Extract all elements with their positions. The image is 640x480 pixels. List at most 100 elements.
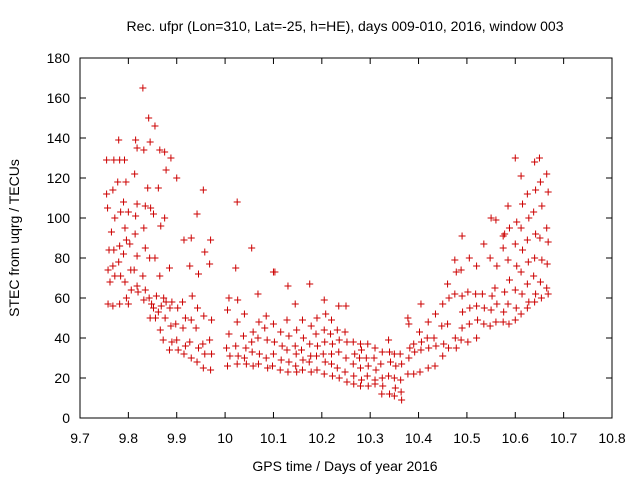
data-point bbox=[156, 272, 164, 280]
data-point bbox=[284, 282, 292, 290]
data-point bbox=[328, 340, 336, 348]
data-point bbox=[445, 344, 453, 352]
data-point bbox=[248, 244, 256, 252]
data-point bbox=[525, 214, 533, 222]
data-point bbox=[240, 354, 248, 362]
data-point bbox=[193, 210, 201, 218]
data-point bbox=[523, 280, 531, 288]
data-point bbox=[292, 350, 300, 358]
data-point bbox=[167, 154, 175, 162]
data-point bbox=[242, 344, 250, 352]
data-point bbox=[425, 344, 433, 352]
data-point bbox=[145, 294, 153, 302]
data-point bbox=[511, 286, 519, 294]
data-point bbox=[150, 304, 158, 312]
data-point bbox=[335, 336, 343, 344]
data-point bbox=[104, 266, 112, 274]
data-point bbox=[124, 208, 132, 216]
data-point bbox=[417, 300, 425, 308]
data-point bbox=[157, 302, 165, 310]
data-point bbox=[517, 172, 525, 180]
data-point bbox=[480, 304, 488, 312]
data-point bbox=[141, 244, 149, 252]
y-tick-label: 140 bbox=[47, 130, 71, 146]
data-point bbox=[103, 190, 111, 198]
data-point bbox=[307, 322, 315, 330]
data-point bbox=[356, 354, 364, 362]
data-point bbox=[386, 358, 394, 366]
data-point bbox=[335, 348, 343, 356]
data-point bbox=[458, 324, 466, 332]
x-tick-label: 9.7 bbox=[70, 430, 90, 446]
data-point bbox=[201, 248, 209, 256]
data-point bbox=[519, 246, 527, 254]
data-point bbox=[424, 318, 432, 326]
data-point bbox=[293, 326, 301, 334]
data-point bbox=[114, 178, 122, 186]
data-point bbox=[277, 328, 285, 336]
data-point bbox=[531, 158, 539, 166]
data-point bbox=[398, 396, 406, 404]
data-point bbox=[487, 306, 495, 314]
data-point bbox=[161, 214, 169, 222]
data-point bbox=[327, 330, 335, 338]
data-point bbox=[452, 344, 460, 352]
data-point bbox=[208, 350, 216, 358]
data-point bbox=[248, 348, 256, 356]
data-point bbox=[432, 342, 440, 350]
data-point bbox=[378, 348, 386, 356]
data-point bbox=[501, 288, 509, 296]
data-point bbox=[285, 358, 293, 366]
data-point bbox=[122, 178, 130, 186]
data-point bbox=[306, 280, 314, 288]
data-point bbox=[378, 374, 386, 382]
data-point bbox=[343, 338, 351, 346]
data-point bbox=[165, 346, 173, 354]
data-point bbox=[406, 344, 414, 352]
data-point bbox=[499, 244, 507, 252]
data-point bbox=[187, 354, 195, 362]
data-point bbox=[313, 366, 321, 374]
data-point bbox=[192, 324, 200, 332]
data-point bbox=[122, 294, 130, 302]
data-point bbox=[270, 338, 278, 346]
data-point bbox=[474, 316, 482, 324]
data-point bbox=[531, 298, 539, 306]
data-point bbox=[530, 272, 538, 280]
data-point bbox=[486, 254, 494, 262]
data-point bbox=[532, 290, 540, 298]
data-point bbox=[517, 224, 525, 232]
data-point bbox=[233, 360, 241, 368]
x-tick-label: 10.2 bbox=[308, 430, 335, 446]
data-point bbox=[410, 340, 418, 348]
data-point bbox=[536, 178, 544, 186]
data-point bbox=[179, 324, 187, 332]
data-point bbox=[320, 326, 328, 334]
data-point bbox=[117, 272, 125, 280]
data-point bbox=[397, 376, 405, 384]
x-tick-label: 10.7 bbox=[550, 430, 577, 446]
data-point bbox=[390, 374, 398, 382]
data-point bbox=[145, 114, 153, 122]
data-point bbox=[333, 326, 341, 334]
data-point bbox=[233, 318, 241, 326]
data-point bbox=[122, 236, 130, 244]
data-point bbox=[362, 354, 370, 362]
data-point bbox=[285, 332, 293, 340]
plot-frame bbox=[79, 57, 613, 419]
data-point bbox=[298, 366, 306, 374]
data-point bbox=[115, 136, 123, 144]
data-point bbox=[377, 360, 385, 368]
data-point bbox=[291, 342, 299, 350]
data-point bbox=[200, 312, 208, 320]
data-point bbox=[234, 352, 242, 360]
data-point bbox=[207, 366, 215, 374]
data-point bbox=[487, 214, 495, 222]
data-point bbox=[350, 372, 358, 380]
data-point bbox=[321, 358, 329, 366]
data-point bbox=[335, 302, 343, 310]
data-point bbox=[312, 352, 320, 360]
data-point bbox=[327, 350, 335, 358]
data-point bbox=[492, 318, 500, 326]
y-tick-label: 180 bbox=[47, 50, 71, 66]
